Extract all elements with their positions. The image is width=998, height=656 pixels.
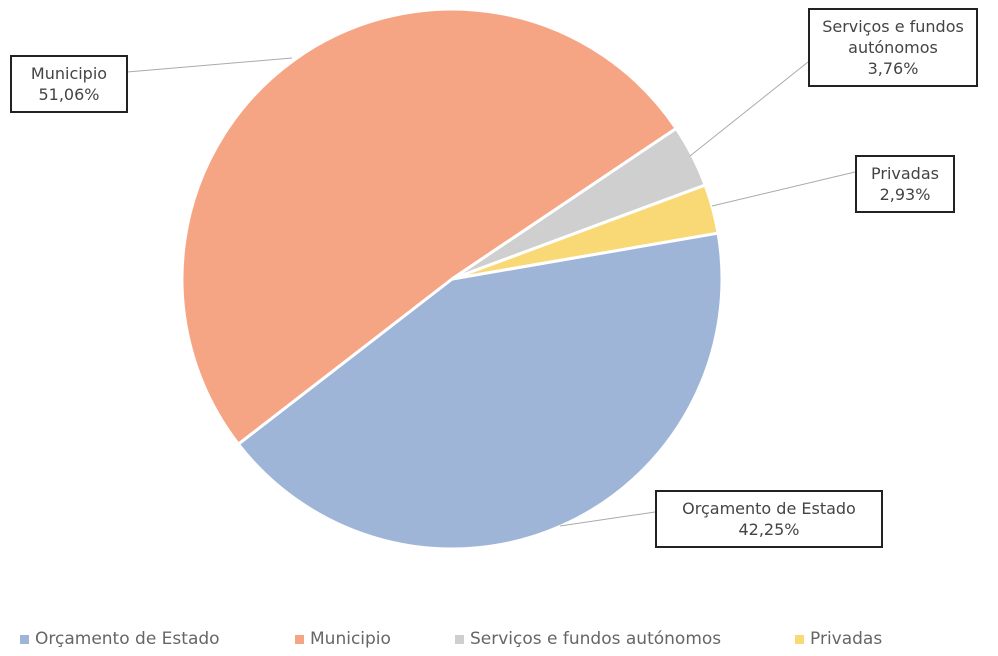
- pie-slice: [451, 183, 720, 281]
- data-label: Privadas 2,93%: [855, 155, 955, 213]
- label-value: 42,25%: [738, 520, 800, 539]
- legend-swatch: [795, 634, 804, 644]
- label-value: 51,06%: [38, 85, 100, 104]
- label-name: Serviços e fundos autónomos: [822, 17, 964, 57]
- leader-line: [559, 511, 656, 527]
- leader-line: [711, 171, 856, 207]
- label-name: Orçamento de Estado: [682, 499, 856, 518]
- legend-label: Orçamento de Estado: [35, 629, 220, 649]
- leader-line: [126, 57, 293, 73]
- legend-swatch: [455, 634, 464, 644]
- label-name: Privadas: [871, 164, 939, 183]
- slices: [180, 7, 724, 551]
- legend-item: Privadas: [795, 629, 882, 649]
- label-value: 2,93%: [879, 185, 931, 204]
- label-name: Municipio: [30, 64, 108, 83]
- legend-label: Serviços e fundos autónomos: [470, 629, 722, 649]
- pie-slice: [180, 7, 679, 447]
- data-label: Municipio 51,06%: [10, 55, 128, 113]
- legend-swatch: [295, 634, 304, 644]
- legend-item: Serviços e fundos autónomos: [455, 629, 721, 649]
- data-label: Serviços e fundos autónomos 3,76%: [808, 8, 978, 87]
- legend-label: Municipio: [310, 629, 391, 649]
- legend-item: Municipio: [295, 629, 391, 649]
- label-value: 3,76%: [867, 59, 919, 78]
- data-label: Orçamento de Estado 42,25%: [655, 490, 883, 548]
- legend-item: Orçamento de Estado: [20, 629, 220, 649]
- leader-line: [689, 61, 809, 157]
- legend-label: Privadas: [810, 629, 883, 649]
- legend-swatch: [20, 634, 29, 644]
